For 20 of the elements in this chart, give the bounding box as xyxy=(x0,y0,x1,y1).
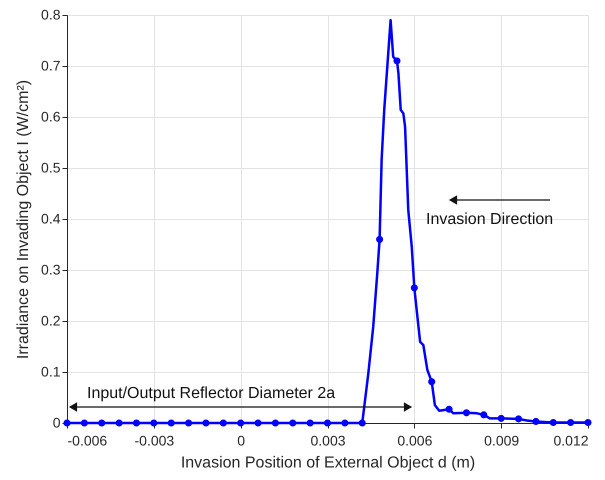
x-tick-label: 0.009 xyxy=(484,432,520,448)
x-tick-label: 0 xyxy=(237,432,246,448)
y-tick-label: 0.8 xyxy=(41,6,61,22)
y-tick-label: 0.7 xyxy=(41,58,61,74)
y-tick-label: 0.1 xyxy=(41,364,61,380)
y-tick-label: 0.4 xyxy=(41,210,61,226)
x-tick-label: -0.006 xyxy=(68,432,108,448)
y-tick-label: 0.3 xyxy=(41,262,61,278)
y-tick-label: 0.5 xyxy=(41,160,61,176)
x-axis-title: Invasion Position of External Object d (m) xyxy=(180,454,476,472)
y-tick-label: 0.2 xyxy=(41,312,61,328)
y-axis-title: Irradiance on Invading Object I (W/cm²) xyxy=(15,80,32,360)
x-tick-label: 0.012 xyxy=(553,432,589,448)
x-tick-label: 0.006 xyxy=(397,432,433,448)
x-tick-label: -0.003 xyxy=(134,432,174,448)
x-tick-label: 0.003 xyxy=(310,432,346,448)
annotation: Input/Output Reflector Diameter 2a xyxy=(87,385,336,402)
annotation: Invasion Direction xyxy=(426,211,554,228)
y-tick-label: 0.6 xyxy=(41,108,61,124)
y-tick-label: 0 xyxy=(52,414,61,430)
